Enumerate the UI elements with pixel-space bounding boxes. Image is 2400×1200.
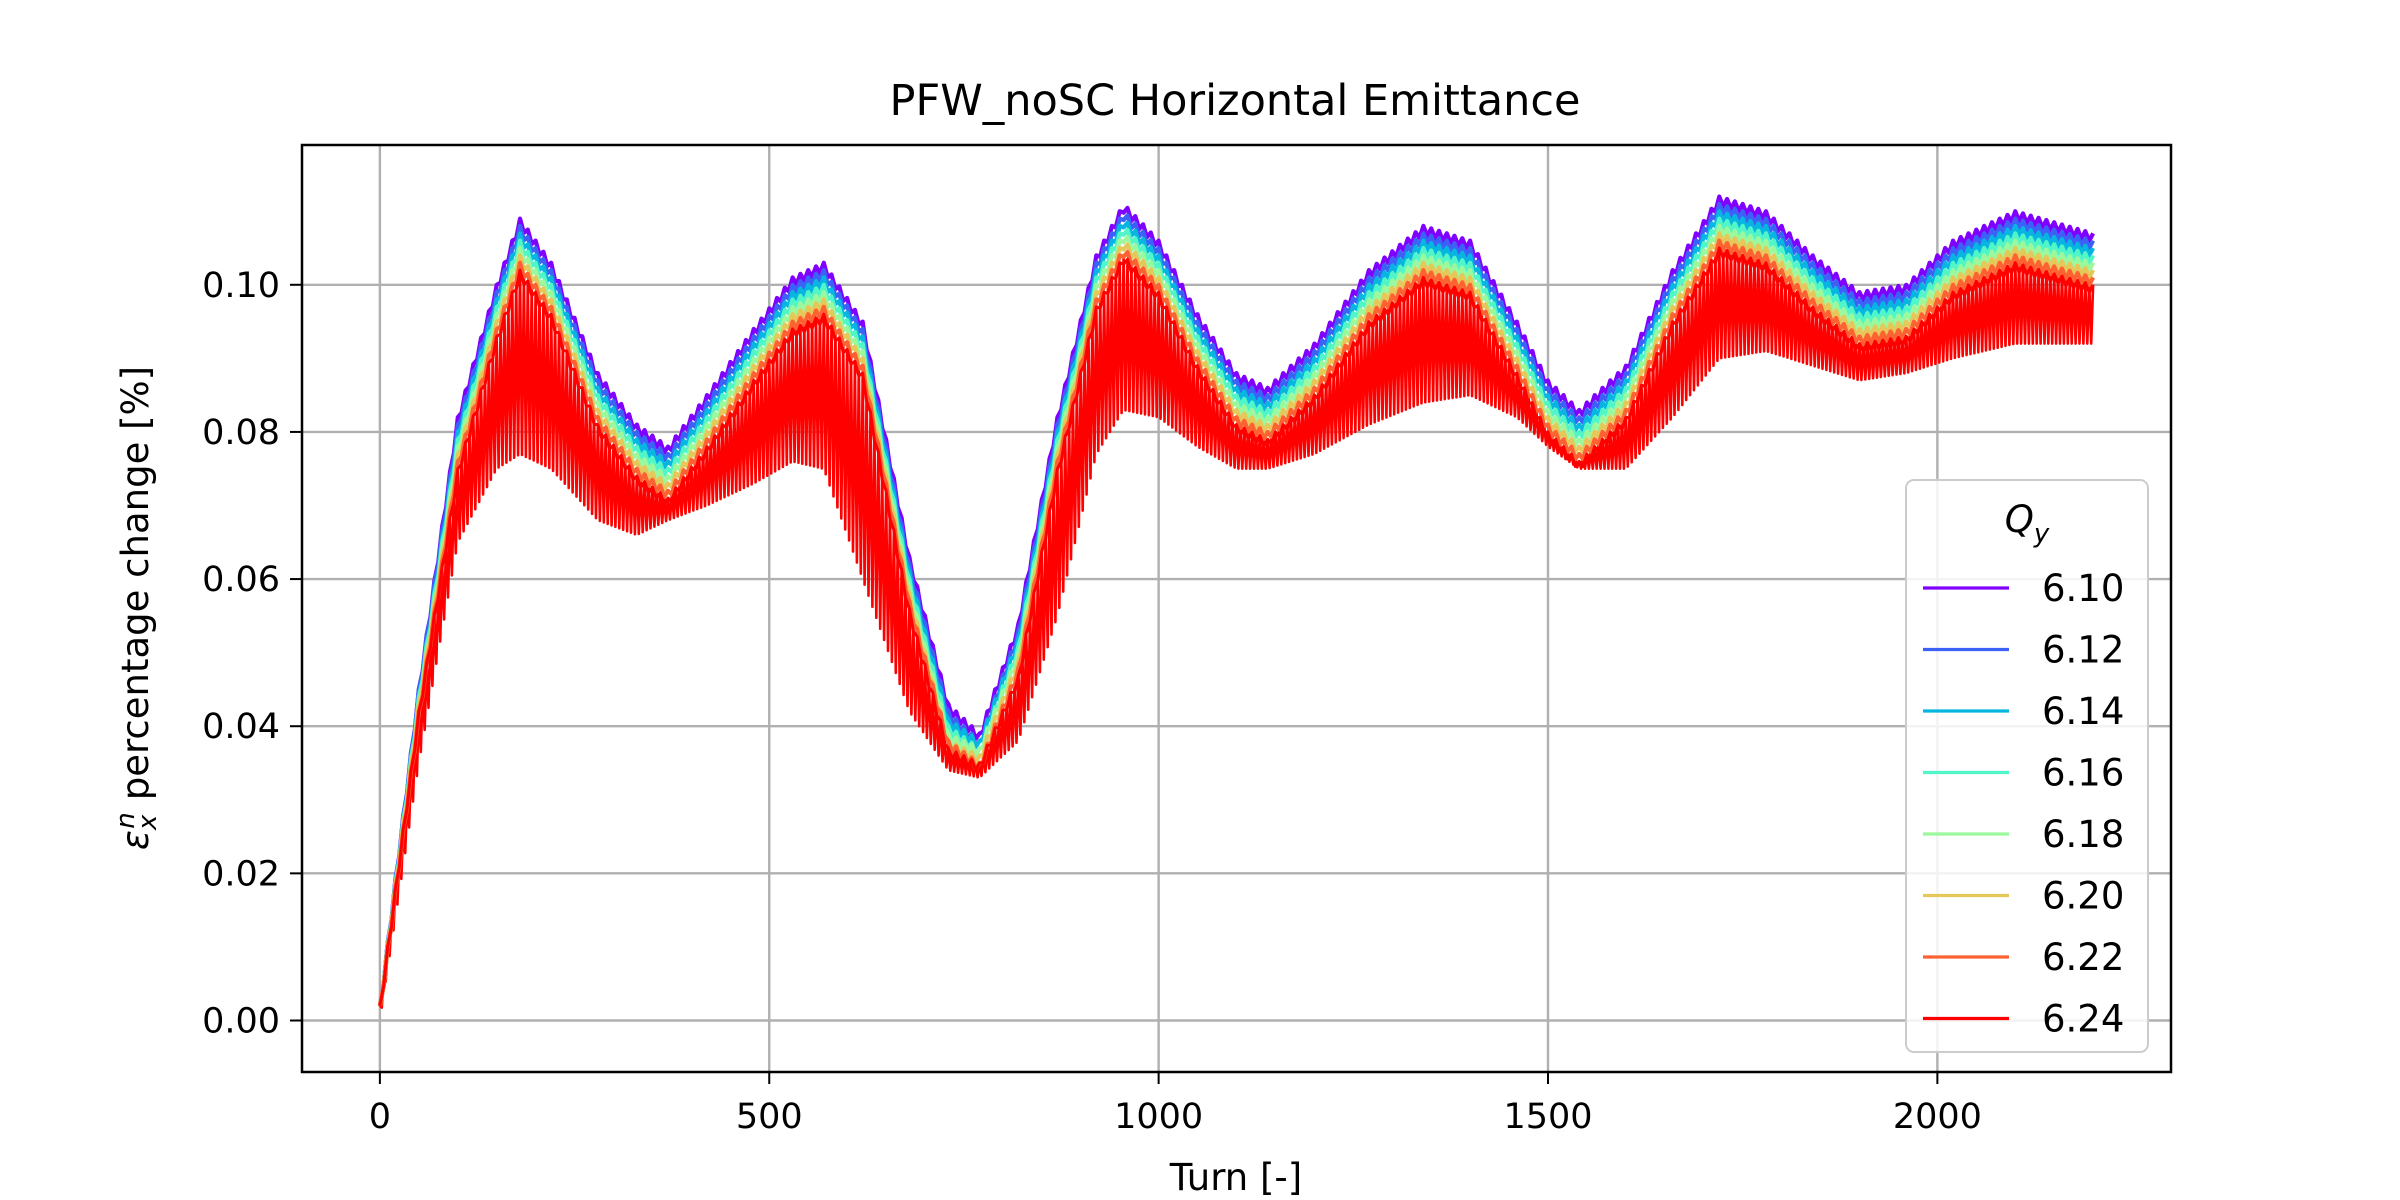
axes-frame — [300, 143, 2173, 1074]
series-line-6.22 — [377, 238, 2095, 1007]
legend-box — [1905, 479, 2149, 1053]
legend-title: Qy — [2005, 498, 2050, 549]
y-axis-label-superscript: n — [111, 812, 141, 828]
x-tick-label: 1000 — [1114, 1097, 1203, 1137]
series-line-6.24 — [378, 246, 2095, 1007]
legend-label: 6.14 — [2042, 690, 2124, 733]
series-line-6.10 — [377, 194, 2095, 1007]
y-tick-label: 0.00 — [202, 1002, 280, 1042]
y-tick-label: 0.04 — [202, 707, 280, 747]
y-axis-label: εxn percentage change [%] — [111, 366, 163, 850]
y-tick-label: 0.06 — [202, 560, 280, 600]
legend-label: 6.24 — [2042, 998, 2124, 1041]
series-line-6.18 — [377, 223, 2095, 1007]
legend-entries: 6.10 6.12 6.14 6.16 6.18 6.20 6.22 6.24 — [1923, 567, 2124, 1041]
legend-label: 6.22 — [2042, 936, 2124, 979]
x-tick-label: 1500 — [1503, 1097, 1592, 1137]
y-tick-label: 0.02 — [202, 854, 280, 894]
y-tick-label: 0.10 — [202, 266, 280, 306]
x-tick-label: 500 — [736, 1097, 803, 1137]
y-tick-label: 0.08 — [202, 413, 280, 453]
legend-label: 6.10 — [2042, 567, 2124, 610]
legend-label: 6.16 — [2042, 752, 2124, 795]
series-line-6.16 — [377, 216, 2095, 1007]
legend-label: 6.12 — [2042, 629, 2124, 672]
y-axis-label-text: percentage change [%] — [114, 366, 157, 800]
axis-ticks: 0 500 1000 1500 2000 0.00 0.02 0.04 0.06 0.08 0.10 — [202, 266, 1982, 1137]
y-axis-label-subscript: x — [133, 814, 163, 831]
x-axis-label: Turn [-] — [1169, 1156, 1302, 1199]
legend-title-subscript: y — [2033, 519, 2050, 549]
legend: Qy 6.10 6.12 6.14 6.16 6.18 6.20 6.22 6.24 — [1905, 479, 2149, 1053]
chart-title: PFW_noSC Horizontal Emittance — [890, 76, 1581, 126]
series-line-6.12 — [377, 201, 2095, 1007]
legend-title-symbol: Q — [2005, 498, 2034, 541]
series-line-6.20 — [377, 231, 2095, 1007]
x-tick-label: 0 — [369, 1097, 391, 1137]
x-tick-label: 2000 — [1893, 1097, 1982, 1137]
legend-label: 6.18 — [2042, 813, 2124, 856]
legend-label: 6.20 — [2042, 875, 2124, 918]
y-axis-label-symbol: ε — [114, 830, 157, 850]
series-line-6.14 — [377, 209, 2095, 1007]
plot-area — [377, 194, 2095, 1009]
